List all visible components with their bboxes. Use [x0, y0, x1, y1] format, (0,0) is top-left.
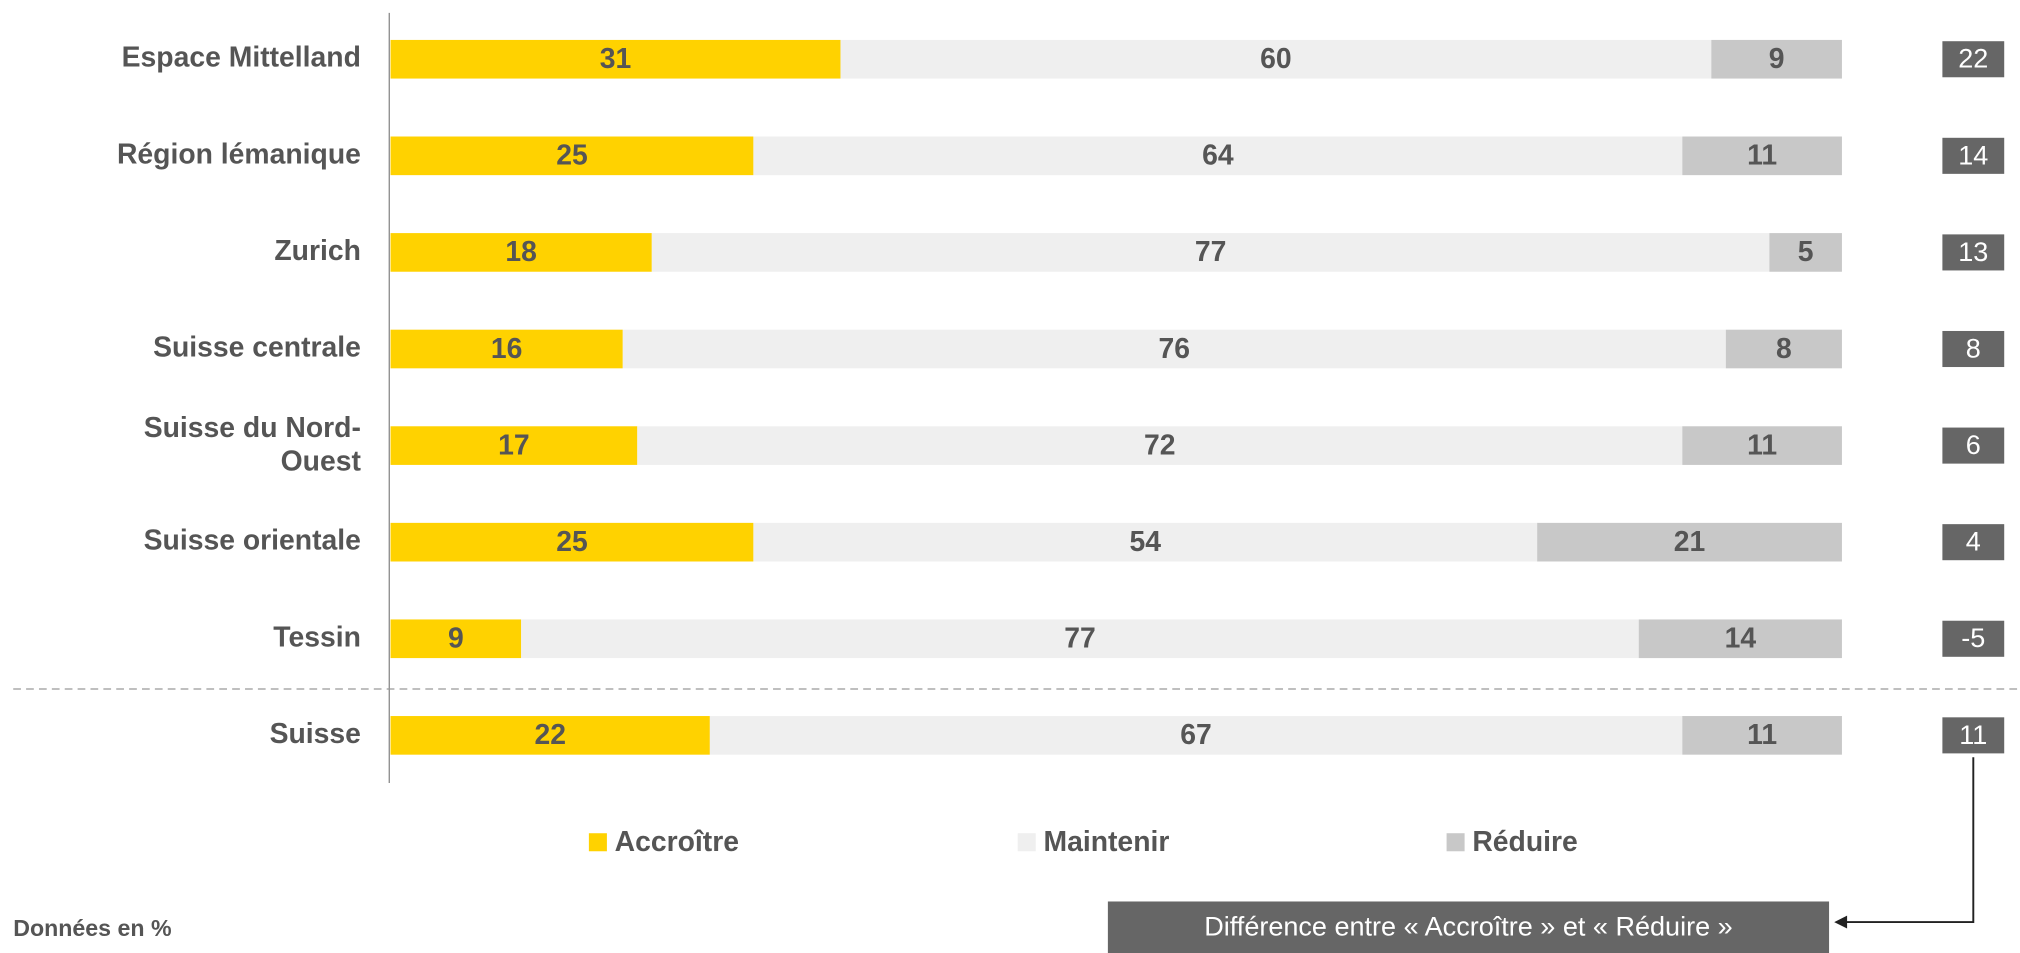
- category-label: Suisse centrale: [153, 331, 361, 363]
- data-label: 76: [1159, 333, 1191, 365]
- data-label: 9: [1769, 43, 1785, 75]
- data-label: 77: [1195, 236, 1227, 268]
- arrow-head: [1834, 915, 1848, 929]
- data-label: 77: [1064, 623, 1096, 655]
- difference-box: [1942, 427, 2005, 464]
- data-label: 9: [448, 623, 464, 655]
- data-label: 22: [534, 719, 566, 751]
- category-label: Suisse du Nord-Ouest: [144, 413, 362, 478]
- data-label: 5: [1798, 236, 1814, 268]
- bar-segment: [390, 619, 522, 659]
- difference-label: 4: [1966, 527, 1981, 557]
- difference-label: -5: [1961, 623, 1985, 653]
- difference-box: [1942, 41, 2005, 78]
- difference-box: [1942, 234, 2005, 271]
- label-line: Suisse du Nord-: [144, 413, 361, 445]
- category-label: Espace Mittelland: [122, 42, 361, 74]
- bar-segment: [390, 39, 841, 79]
- bar-segment: [753, 136, 1683, 176]
- difference-label: 8: [1966, 333, 1981, 363]
- bar-segment: [1537, 522, 1842, 562]
- data-label: 11: [1747, 719, 1777, 751]
- data-label: 18: [505, 236, 537, 268]
- data-label: 31: [600, 43, 632, 75]
- bar-segment: [390, 716, 710, 755]
- data-label: 25: [556, 526, 588, 558]
- difference-label: 13: [1958, 237, 1988, 267]
- category-label: Tessin: [273, 621, 361, 653]
- bar-segment: [390, 522, 754, 562]
- category-label: Région lémanique: [117, 138, 361, 170]
- difference-box: [1942, 330, 2005, 368]
- note: Données en %: [13, 915, 171, 941]
- bar-segment: [709, 716, 1683, 755]
- category-label: Suisse: [270, 718, 361, 750]
- difference-box: [1942, 137, 2005, 174]
- legend-swatch: [1446, 833, 1465, 852]
- data-label: 16: [491, 333, 523, 365]
- difference-box: [1942, 620, 2005, 657]
- bar-segment: [1682, 716, 1842, 755]
- bar-segment: [1682, 136, 1842, 176]
- legend-label: Maintenir: [1043, 826, 1169, 858]
- bar-segment: [390, 426, 638, 465]
- bar-segment: [390, 136, 754, 176]
- bar-segment: [753, 522, 1538, 562]
- data-label: 11: [1747, 140, 1777, 172]
- data-label: 11: [1747, 429, 1777, 461]
- bar-segment: [390, 233, 652, 272]
- bar-segment: [1725, 329, 1842, 369]
- bar-segment: [390, 329, 623, 369]
- callout-box: [1107, 901, 1830, 953]
- data-label: 60: [1260, 43, 1292, 75]
- category-label: Zurich: [274, 235, 361, 267]
- legend-label: Accroître: [615, 826, 739, 858]
- bar-segment: [622, 329, 1726, 369]
- data-label: 25: [556, 140, 588, 172]
- difference-box: [1942, 524, 2005, 561]
- difference-label: 14: [1958, 140, 1988, 170]
- bar-segment: [1711, 39, 1842, 79]
- category-label: Suisse orientale: [144, 525, 361, 557]
- label-line: Ouest: [281, 446, 362, 478]
- difference-label: 11: [1959, 720, 1987, 750]
- difference-box: [1942, 717, 2005, 754]
- legend-swatch: [588, 833, 607, 852]
- data-label: 21: [1674, 526, 1706, 558]
- data-label: 67: [1180, 719, 1212, 751]
- callout-arrow: [1844, 757, 1975, 924]
- data-label: 72: [1144, 429, 1176, 461]
- bar-segment: [637, 426, 1683, 465]
- data-label: 14: [1725, 623, 1757, 655]
- callout-label: Différence entre « Accroître » et « Rédu…: [1204, 912, 1732, 942]
- legend-label: Réduire: [1472, 826, 1577, 858]
- data-label: 8: [1776, 333, 1792, 365]
- bar-segment: [1638, 619, 1842, 659]
- bar-segment: [1769, 233, 1842, 272]
- bar-segment: [651, 233, 1770, 272]
- bar-segment: [1682, 426, 1842, 465]
- difference-label: 6: [1966, 430, 1981, 460]
- bar-segment: [521, 619, 1639, 659]
- data-label: 64: [1202, 140, 1234, 172]
- legend-swatch: [1017, 833, 1036, 852]
- data-label: 54: [1130, 526, 1162, 558]
- bar-segment: [840, 39, 1712, 79]
- data-label: 17: [498, 429, 530, 461]
- difference-label: 22: [1958, 44, 1988, 74]
